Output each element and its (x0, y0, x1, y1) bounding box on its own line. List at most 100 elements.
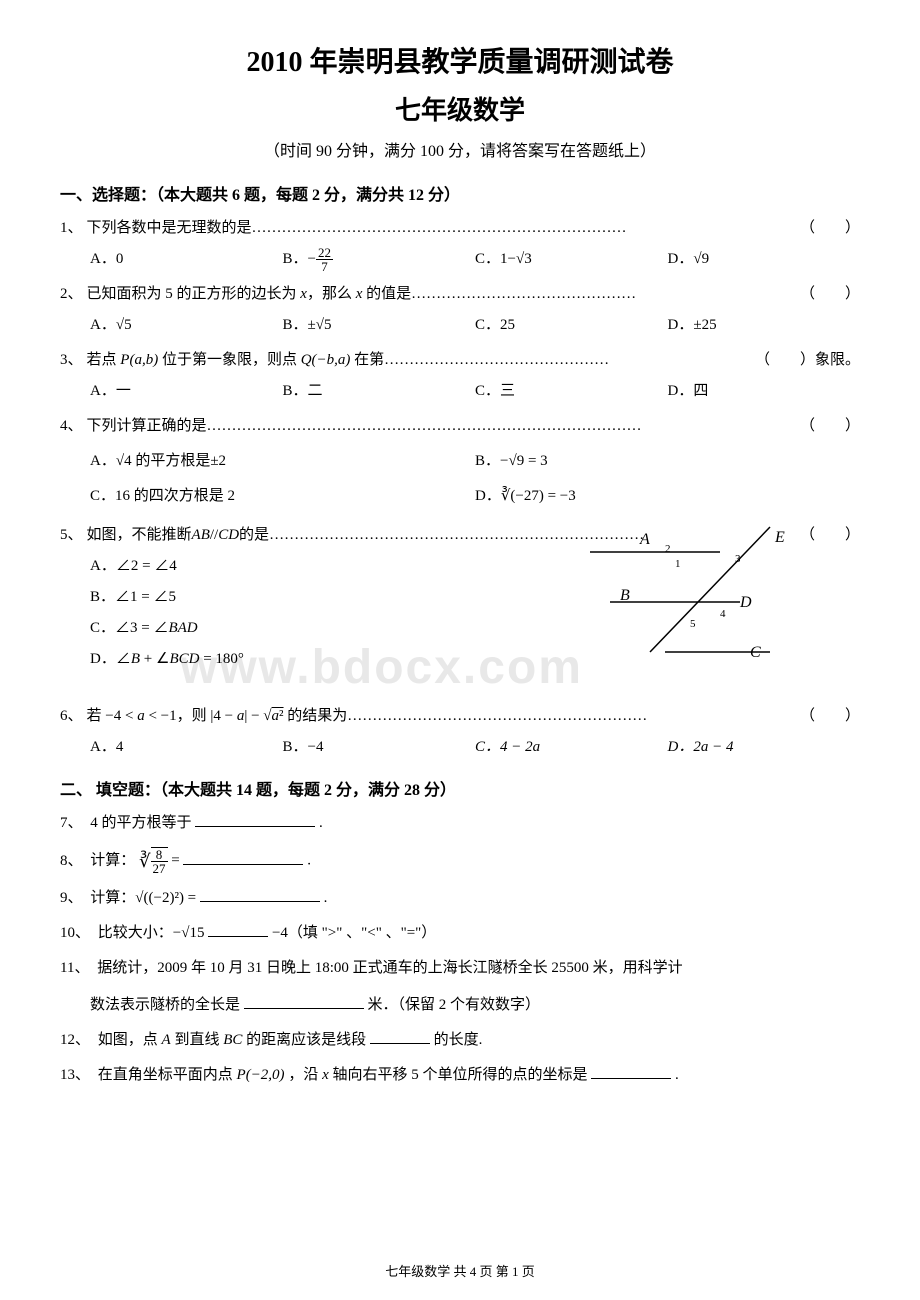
question-11: 11、 据统计，2009 年 10 月 31 日晚上 18:00 正式通车的上海… (60, 955, 860, 1019)
paren: （ ） (800, 522, 860, 549)
q7-suffix: . (319, 815, 323, 831)
question-9: 9、 计算：√((−2)²) = . (60, 885, 860, 912)
q11-num: 11、 (60, 960, 89, 976)
svg-text:5: 5 (690, 618, 696, 630)
blank (370, 1029, 430, 1044)
section1-header: 一、选择题：（本大题共 6 题，每题 2 分，满分共 12 分） (60, 181, 860, 205)
paren: （ ） (800, 215, 860, 242)
q6-optB: B．−4 (283, 734, 476, 761)
question-6: 6、 若 −4 < a < −1，则 |4 − a| − √a² 的结果为 ……… (60, 703, 860, 761)
title-sub: 七年级数学 (60, 90, 860, 127)
blank (591, 1064, 671, 1079)
q3-stem: 若点 P(a,b) 位于第一象限，则点 Q(−b,a) 在第 (87, 347, 385, 374)
q9-suffix: . (324, 890, 328, 906)
question-4: 4、 下列计算正确的是 …………………………………………………………………………… (60, 413, 860, 514)
question-8: 8、 计算： ∛827 = . (60, 845, 860, 877)
q8-num: 8、 (60, 853, 83, 869)
q6-num: 6、 (60, 703, 83, 730)
paren: （ ） (800, 281, 860, 308)
q6-optA: A．4 (90, 734, 283, 761)
q6-stem: 若 −4 < a < −1，则 |4 − a| − √a² 的结果为 (87, 703, 348, 730)
question-7: 7、 4 的平方根等于 . (60, 810, 860, 837)
q3-optC: C．三 (475, 378, 668, 405)
q3-num: 3、 (60, 347, 83, 374)
q9-num: 9、 (60, 890, 83, 906)
q12-suffix: 的长度. (434, 1032, 483, 1048)
svg-text:E: E (774, 529, 785, 546)
question-13: 13、 在直角坐标平面内点 P(−2,0) ，沿 x 轴向右平移 5 个单位所得… (60, 1062, 860, 1089)
q6-optD: D．2a − 4 (668, 734, 861, 761)
q6-optC: C．4 − 2a (475, 734, 668, 761)
q10-num: 10、 (60, 925, 90, 941)
q1-optD: D．√9 (668, 246, 861, 273)
q7-stem: 4 的平方根等于 (90, 815, 191, 831)
q4-optC: C．16 的四次方根是 2 (90, 483, 475, 510)
blank (244, 994, 364, 1009)
q5-diagram: A B C D E 1 2 3 4 5 (580, 522, 800, 662)
q4-optD: D．∛(−27) = −3 (475, 483, 860, 510)
q10-stem-suffix: −4（填 ">" 、"<" 、"="） (272, 925, 436, 941)
q4-stem: 下列计算正确的是 (87, 413, 207, 440)
blank (195, 812, 315, 827)
q3-optA: A．一 (90, 378, 283, 405)
title-main: 2010 年崇明县教学质量调研测试卷 (60, 40, 860, 80)
dots: ………………………………………………………………… (252, 215, 800, 242)
q12-stem: 如图，点 A 到直线 BC 的距离应该是线段 (98, 1032, 370, 1048)
q5-optD: D．∠B + ∠BCD = 180° (90, 646, 490, 673)
section2-header: 二、 填空题：（本大题共 14 题，每题 2 分，满分 28 分） (60, 776, 860, 800)
q9-stem: 计算：√((−2)²) = (90, 890, 196, 906)
footer: 七年级数学 共 4 页 第 1 页 (0, 1261, 920, 1280)
q7-num: 7、 (60, 815, 83, 831)
q10-stem-prefix: 比较大小：−√15 (98, 925, 208, 941)
paren: （ ） (800, 703, 860, 730)
q1-optB: B．−227 (283, 246, 476, 273)
svg-text:1: 1 (675, 558, 681, 570)
dots: ……………………………………… (384, 347, 755, 374)
q2-stem: 已知面积为 5 的正方形的边长为 x，那么 x 的值是 (87, 281, 412, 308)
q2-optD: D．±25 (668, 312, 861, 339)
q4-optA: A．√4 的平方根是±2 (90, 448, 475, 475)
question-5: 5、 如图，不能推断AB//CD的是 ………………………………………………………… (60, 522, 860, 673)
q3-optB: B．二 (283, 378, 476, 405)
svg-text:B: B (620, 587, 630, 604)
q2-optB: B．±√5 (283, 312, 476, 339)
q1-stem: 下列各数中是无理数的是 (87, 215, 252, 242)
q13-num: 13、 (60, 1067, 90, 1083)
dots: …………………………………………………………………………… (207, 413, 800, 440)
q4-optB: B．−√9 = 3 (475, 448, 860, 475)
question-3: 3、 若点 P(a,b) 位于第一象限，则点 Q(−b,a) 在第 ………………… (60, 347, 860, 405)
svg-text:D: D (739, 594, 752, 611)
svg-text:2: 2 (665, 543, 671, 555)
blank (200, 887, 320, 902)
blank (208, 922, 268, 937)
instructions: （时间 90 分钟，满分 100 分，请将答案写在答题纸上） (60, 137, 860, 161)
paren: （ ）象限。 (755, 347, 860, 374)
q5-optC: C．∠3 = ∠BAD (90, 615, 490, 642)
q5-optA: A．∠2 = ∠4 (90, 553, 490, 580)
q2-optA: A．√5 (90, 312, 283, 339)
q8-suffix: . (307, 853, 311, 869)
question-10: 10、 比较大小：−√15 −4（填 ">" 、"<" 、"="） (60, 920, 860, 947)
dots: ……………………………………… (411, 281, 800, 308)
q13-end: . (675, 1067, 679, 1083)
q2-optC: C．25 (475, 312, 668, 339)
q12-num: 12、 (60, 1032, 90, 1048)
svg-text:3: 3 (735, 553, 741, 565)
q11-line1: 据统计，2009 年 10 月 31 日晚上 18:00 正式通车的上海长江隧桥… (97, 960, 682, 976)
q5-num: 5、 (60, 522, 83, 549)
blank (183, 850, 303, 865)
q1-num: 1、 (60, 215, 83, 242)
paren: （ ） (800, 413, 860, 440)
q3-optD: D．四 (668, 378, 861, 405)
q5-optB: B．∠1 = ∠5 (90, 584, 490, 611)
svg-text:4: 4 (720, 608, 726, 620)
q1-optA: A．0 (90, 246, 283, 273)
question-2: 2、 已知面积为 5 的正方形的边长为 x，那么 x 的值是 ………………………… (60, 281, 860, 339)
q8-stem: 计算： (90, 853, 135, 869)
q5-stem: 如图，不能推断AB//CD的是 (87, 522, 270, 549)
q11-line2-prefix: 数法表示隧桥的全长是 (90, 997, 240, 1013)
question-1: 1、 下列各数中是无理数的是 …………………………………………………………………… (60, 215, 860, 273)
q4-num: 4、 (60, 413, 83, 440)
q2-num: 2、 (60, 281, 83, 308)
svg-text:A: A (639, 531, 650, 548)
